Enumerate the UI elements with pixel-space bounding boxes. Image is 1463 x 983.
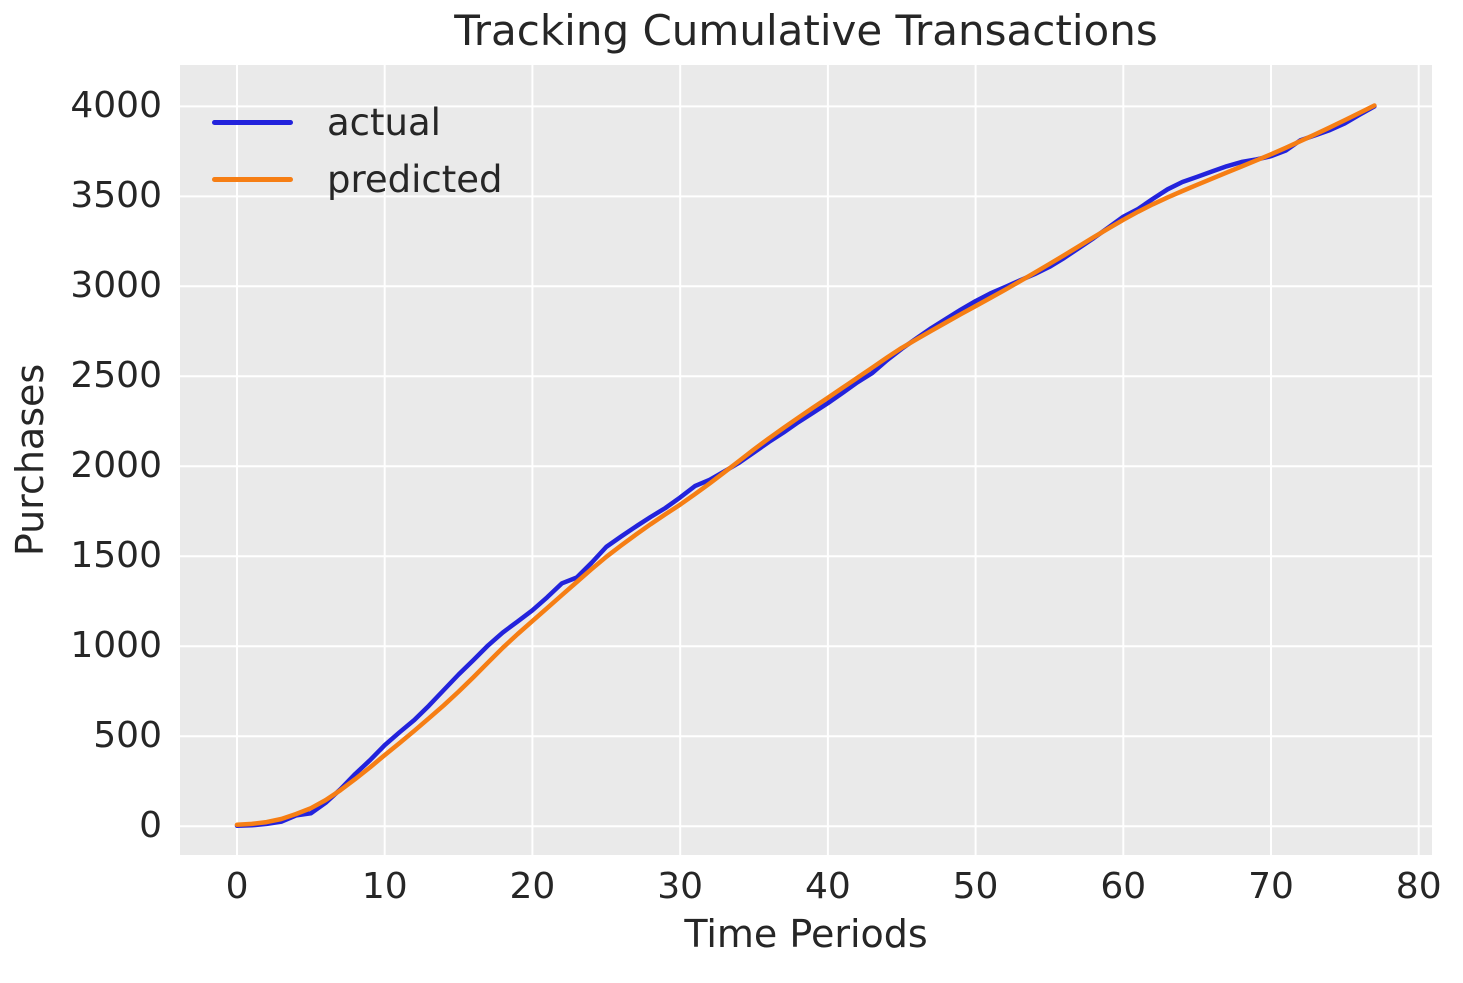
legend: actual predicted <box>212 100 503 201</box>
y-tick-label: 0 <box>139 805 162 847</box>
y-tick-label: 4000 <box>70 85 162 127</box>
legend-label-predicted: predicted <box>327 157 503 201</box>
legend-swatch-predicted-line <box>212 176 293 182</box>
x-tick-label: 70 <box>1248 866 1294 907</box>
x-tick-label: 10 <box>361 866 408 907</box>
x-tick-label: 20 <box>509 866 556 907</box>
y-tick-label: 1500 <box>70 535 162 577</box>
x-tick-label: 50 <box>952 866 999 907</box>
x-tick-label: 0 <box>225 866 249 907</box>
legend-item-predicted: predicted <box>212 157 503 201</box>
y-tick-label: 2000 <box>70 445 162 487</box>
plot-svg <box>180 65 1432 855</box>
legend-swatch-actual-line <box>212 119 293 125</box>
legend-item-actual: actual <box>212 100 503 144</box>
series-line-predicted <box>234 103 1377 828</box>
x-axis-label: Time Periods <box>684 912 928 956</box>
plot-area <box>180 65 1432 855</box>
y-tick-label: 1000 <box>70 625 162 667</box>
y-tick-label: 2500 <box>70 355 162 397</box>
chart-title: Tracking Cumulative Transactions <box>454 6 1158 55</box>
x-tick-label: 30 <box>657 866 704 907</box>
y-tick-label: 500 <box>93 715 162 757</box>
y-axis-label-text: Purchases <box>8 363 52 557</box>
x-tick-label: 40 <box>804 866 851 907</box>
series-line-actual <box>234 104 1377 828</box>
y-tick-label: 3500 <box>70 175 162 217</box>
x-tick-label: 80 <box>1395 866 1442 907</box>
legend-label-actual: actual <box>327 100 441 144</box>
y-tick-label: 3000 <box>70 265 162 307</box>
x-tick-label: 60 <box>1100 866 1147 907</box>
